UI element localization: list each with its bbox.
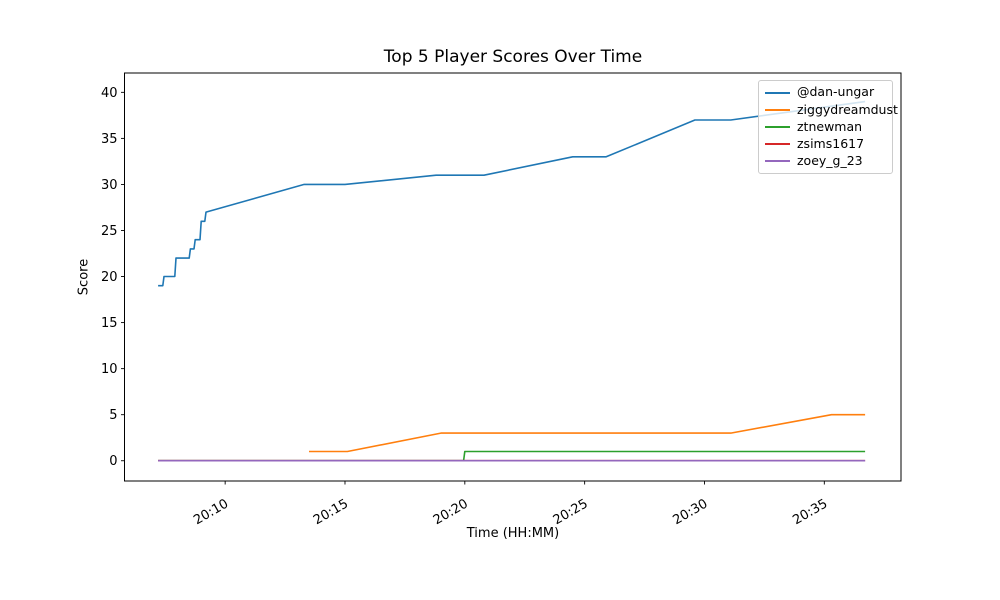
y-tick-label: 20 [101, 270, 118, 285]
y-tick-label: 5 [109, 408, 117, 423]
x-tick-label: 20:15 [311, 496, 351, 528]
y-tick-label: 35 [101, 132, 118, 147]
legend-item-ztnewman: ztnewman [765, 118, 886, 134]
y-tick-label: 10 [101, 362, 118, 377]
legend-item-ziggydreamdust: ziggydreamdust [765, 103, 898, 117]
legend-line-swatch [765, 91, 790, 94]
legend: @dan-ungar ziggydreamdust ztnewman zsims161… [758, 80, 898, 174]
legend-label: @dan-ungar [797, 84, 875, 100]
x-axis-label: Time (HH:MM) [466, 526, 560, 541]
legend-label: ztnewman [797, 118, 863, 134]
y-tick-label: 40 [101, 86, 118, 101]
legend-line-swatch [765, 143, 790, 146]
y-tick-label: 25 [101, 224, 118, 239]
legend-label: zoey_g_23 [797, 153, 863, 169]
y-tick-label: 0 [109, 454, 117, 469]
x-tick-label: 20:25 [551, 496, 591, 528]
x-tick-label: 20:35 [790, 496, 830, 528]
plot-frame [124, 72, 902, 482]
legend-item-zsims1617: zsims1617 [765, 135, 886, 151]
y-tick-label: 15 [101, 316, 118, 331]
legend-item-@dan-ungar: @dan-ungar [765, 86, 886, 99]
chart-title: Top 5 Player Scores Over Time [383, 47, 643, 67]
y-axis-label: Score [76, 258, 92, 296]
legend-label: zsims1617 [797, 135, 865, 151]
legend-line-swatch [765, 160, 790, 163]
x-tick-label: 20:10 [191, 496, 231, 528]
legend-label: ziggydreamdust [797, 101, 898, 117]
y-tick-label: 30 [101, 178, 118, 193]
legend-line-swatch [765, 125, 790, 128]
legend-item-zoey_g_23: zoey_g_23 [765, 155, 886, 168]
x-tick-label: 20:20 [431, 496, 471, 528]
series-line-ztnewman [158, 450, 866, 462]
legend-line-swatch [765, 108, 790, 111]
series-line-@dan-ungar [158, 100, 866, 287]
x-tick-label: 20:30 [671, 496, 711, 528]
series-line-ziggydreamdust [309, 413, 866, 453]
